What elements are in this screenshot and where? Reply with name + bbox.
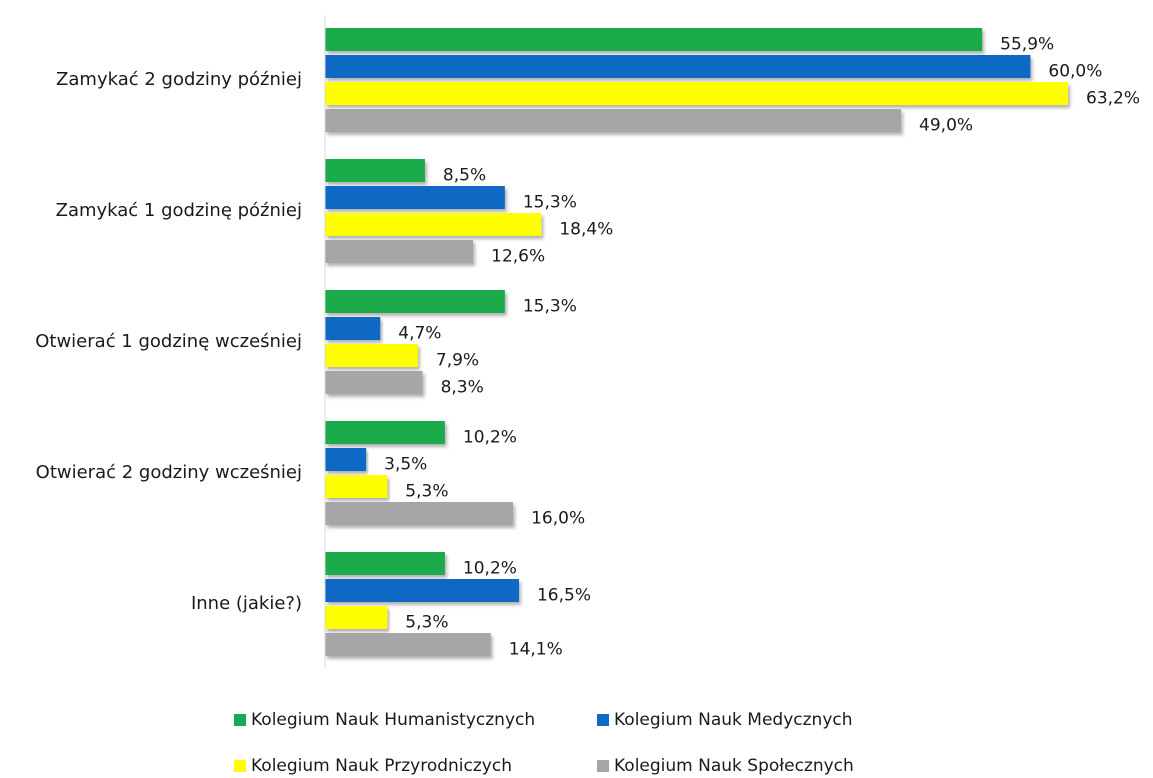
value-label: 55,9% (1000, 35, 1054, 55)
bar (325, 159, 425, 182)
bar (325, 606, 388, 629)
category-label: Inne (jakie?) (191, 593, 302, 614)
value-label: 16,5% (537, 586, 591, 606)
bar (325, 55, 1031, 78)
bar (325, 475, 388, 498)
value-label: 14,1% (509, 640, 563, 660)
bar (325, 579, 519, 602)
bar (325, 633, 491, 656)
legend-swatch (234, 714, 246, 726)
value-label: 5,3% (405, 613, 448, 633)
bar (325, 344, 418, 367)
legend-label: Kolegium Nauk Medycznych (614, 710, 853, 730)
value-label: 7,9% (436, 351, 479, 371)
value-label: 3,5% (384, 455, 427, 475)
value-label: 18,4% (559, 220, 613, 240)
bar (325, 290, 505, 313)
value-label: 15,3% (523, 297, 577, 317)
bar (325, 213, 542, 236)
value-label: 4,7% (398, 324, 441, 344)
value-label: 5,3% (405, 482, 448, 502)
value-label: 12,6% (491, 247, 545, 267)
bar (325, 186, 505, 209)
value-label: 10,2% (463, 428, 517, 448)
legend-label: Kolegium Nauk Humanistycznych (251, 710, 535, 730)
category-label: Zamykać 2 godziny później (56, 69, 302, 90)
bar (325, 109, 902, 132)
bar (325, 502, 514, 525)
legend-swatch (597, 714, 609, 726)
value-label: 63,2% (1086, 89, 1140, 109)
category-label: Otwierać 2 godziny wcześniej (36, 462, 302, 483)
bar (325, 421, 445, 444)
value-label: 15,3% (523, 193, 577, 213)
bar (325, 317, 381, 340)
bar (325, 28, 983, 51)
value-label: 60,0% (1048, 62, 1102, 82)
category-label: Otwierać 1 godzinę wcześniej (35, 331, 302, 352)
value-label: 49,0% (919, 116, 973, 136)
bar (325, 448, 367, 471)
category-label: Zamykać 1 godzinę później (56, 200, 302, 221)
bar (325, 82, 1068, 105)
value-label: 8,5% (443, 166, 486, 186)
bar (325, 552, 445, 575)
legend-swatch (597, 760, 609, 772)
legend-label: Kolegium Nauk Przyrodniczych (251, 756, 512, 776)
value-label: 10,2% (463, 559, 517, 579)
bar (325, 240, 474, 263)
legend-swatch (234, 760, 246, 772)
legend-label: Kolegium Nauk Społecznych (614, 756, 854, 776)
bar (325, 371, 423, 394)
value-label: 8,3% (441, 378, 484, 398)
value-label: 16,0% (531, 509, 585, 529)
